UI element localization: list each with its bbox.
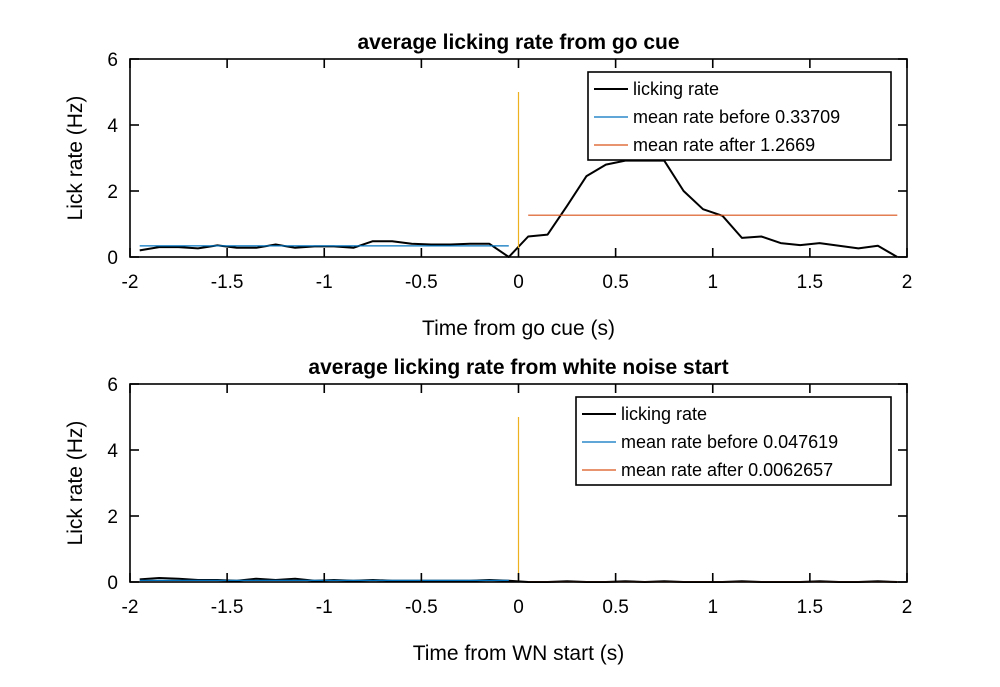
x-tick-label: -1	[316, 597, 333, 618]
y-tick-label: 6	[107, 50, 118, 71]
y-tick-label: 2	[107, 507, 118, 528]
x-axis-label: Time from WN start (s)	[413, 642, 625, 665]
legend-entry: mean rate before 0.33709	[633, 107, 840, 127]
chart-title: average licking rate from go cue	[357, 31, 679, 54]
legend-entry: licking rate	[633, 79, 719, 99]
legend: licking rate mean rate before 0.33709 mean…	[587, 71, 892, 161]
y-tick-label: 0	[107, 573, 118, 594]
x-tick-label: -2	[122, 272, 139, 293]
legend-entry: mean rate after 1.2669	[633, 135, 815, 155]
x-tick-label: 1.5	[797, 597, 823, 618]
x-tick-label: -1	[316, 272, 333, 293]
x-tick-label: 0.5	[602, 272, 628, 293]
x-tick-label: -2	[122, 597, 139, 618]
x-tick-label: 0	[513, 272, 524, 293]
x-tick-label: 1.5	[797, 272, 823, 293]
subplot-1: -2 -1.5 -1 -0.5 0 0.5 1 1.5 2 0 2 4 6 average licking…	[64, 31, 912, 340]
y-tick-label: 2	[107, 182, 118, 203]
x-tick-label: -0.5	[405, 597, 438, 618]
x-tick-label: -1.5	[211, 597, 244, 618]
x-tick-label: 2	[902, 597, 913, 618]
legend: licking rate mean rate before 0.047619 mea…	[575, 396, 892, 486]
x-tick-label: -0.5	[405, 272, 438, 293]
legend-entry: mean rate after 0.0062657	[621, 460, 833, 480]
chart-title: average licking rate from white noise st…	[308, 356, 728, 379]
legend-entry: mean rate before 0.047619	[621, 432, 838, 452]
y-tick-label: 6	[107, 375, 118, 396]
x-tick-label: 2	[902, 272, 913, 293]
legend-entry: licking rate	[621, 404, 707, 424]
legend-box	[575, 396, 892, 486]
y-tick-label: 4	[107, 441, 118, 462]
y-axis-label: Lick rate (Hz)	[64, 96, 87, 221]
x-tick-label: 0.5	[602, 597, 628, 618]
subplot-2: -2 -1.5 -1 -0.5 0 0.5 1 1.5 2 0 2 4 6 average licking…	[64, 356, 912, 665]
y-tick-label: 0	[107, 248, 118, 269]
x-tick-label: 0	[513, 597, 524, 618]
y-axis-label: Lick rate (Hz)	[64, 421, 87, 546]
x-axis-label: Time from go cue (s)	[422, 317, 615, 340]
legend-box	[587, 71, 892, 161]
x-tick-label: -1.5	[211, 272, 244, 293]
x-tick-label: 1	[707, 272, 718, 293]
y-tick-label: 4	[107, 116, 118, 137]
x-tick-label: 1	[707, 597, 718, 618]
